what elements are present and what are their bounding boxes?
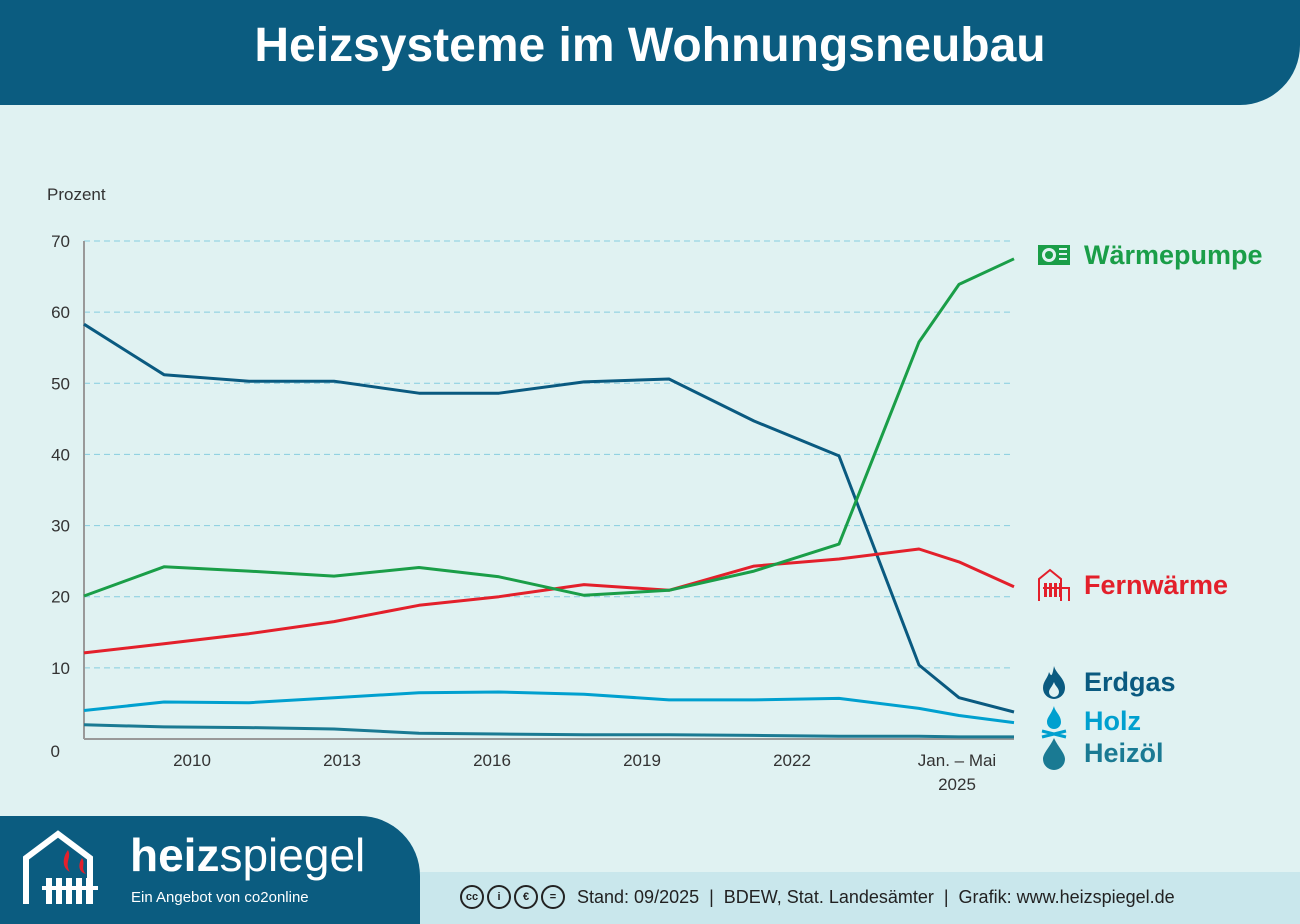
- nd-license-icon: =: [541, 885, 565, 909]
- series-line-erdgas: [83, 322, 1015, 714]
- legend-label: Heizöl: [1084, 737, 1164, 768]
- brand-light: spiegel: [219, 829, 366, 881]
- series-line-fernwärme: [83, 547, 1015, 655]
- y-tick-label: 0: [51, 742, 60, 761]
- header-bar: [0, 0, 1300, 105]
- legend-label: Fernwärme: [1084, 569, 1229, 600]
- y-tick-label: 20: [51, 588, 70, 607]
- brand-bold: heiz: [130, 829, 220, 881]
- series-line-heizöl: [83, 723, 1014, 739]
- y-tick-label: 70: [51, 232, 70, 251]
- y-axis-label: Prozent: [47, 185, 106, 204]
- credits: cc i € = Stand: 09/2025 | BDEW, Stat. La…: [460, 885, 1175, 909]
- nc-license-icon: €: [514, 885, 538, 909]
- legend-waermepumpe: Wärmepumpe: [1036, 237, 1263, 273]
- legend-erdgas: Erdgas: [1036, 664, 1176, 700]
- oil-drop-icon: [1043, 738, 1065, 770]
- x-tick-label: 2016: [473, 751, 511, 770]
- line-chart: Prozent 0 10 20 30 40 50 60 70 2010 2013 2016 2019 20…: [47, 185, 1015, 794]
- heat-pump-icon: [1038, 245, 1070, 265]
- page-title: Heizsysteme im Wohnungsneubau: [254, 19, 1046, 72]
- y-tick-label: 40: [51, 445, 70, 464]
- legend-holz: Holz: [1036, 703, 1141, 739]
- legend-heizoel: Heizöl: [1036, 735, 1164, 771]
- tagline: Ein Angebot von co2online: [131, 889, 309, 906]
- series-line-wärmepumpe: [83, 257, 1015, 598]
- campfire-icon: [1041, 706, 1067, 739]
- cc-license-icon: cc: [460, 885, 484, 909]
- brand-name: heizspiegel: [130, 828, 365, 882]
- flame-icon: [1043, 666, 1065, 699]
- heizspiegel-logo-icon: [23, 830, 98, 904]
- y-tick-label: 30: [51, 517, 70, 536]
- x-tick-label: 2010: [173, 751, 211, 770]
- x-tick-label: 2019: [623, 751, 661, 770]
- by-license-icon: i: [487, 885, 511, 909]
- y-tick-label: 10: [51, 659, 70, 678]
- x-tick-label: 2025: [938, 775, 976, 794]
- logo-panel: [0, 816, 420, 924]
- legend-label: Wärmepumpe: [1084, 239, 1263, 270]
- legend-label: Holz: [1084, 705, 1141, 736]
- y-tick-label: 60: [51, 303, 70, 322]
- x-tick-label: 2022: [773, 751, 811, 770]
- x-tick-label: 2013: [323, 751, 361, 770]
- series-line-holz: [83, 690, 1015, 725]
- legend-label: Erdgas: [1084, 666, 1176, 697]
- credits-text: Stand: 09/2025 | BDEW, Stat. Landesämter…: [577, 886, 1175, 907]
- y-tick-label: 50: [51, 374, 70, 393]
- legend-fernwaerme: Fernwärme: [1036, 567, 1228, 603]
- x-tick-label: Jan. – Mai: [918, 751, 996, 770]
- radiator-icon: [1038, 568, 1070, 601]
